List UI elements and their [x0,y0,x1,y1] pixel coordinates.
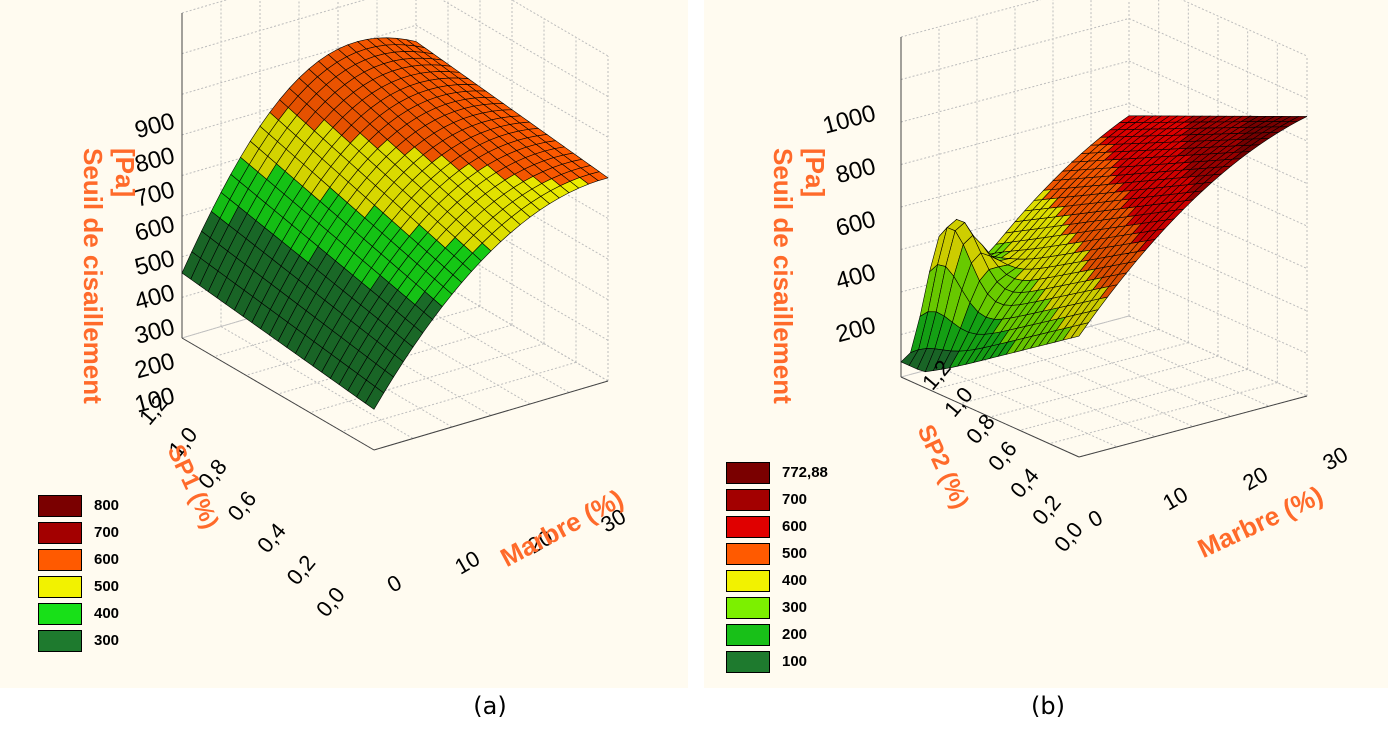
legend-entry: 600 [726,513,828,540]
legend-label: 600 [782,518,808,535]
legend-swatch [726,542,770,565]
surface-patch [1070,322,1090,339]
z-tick-label: 300 [132,314,178,350]
z-axis-title: Seuil de cisaillement[Pa] [768,148,830,404]
z-tick-label: 1000 [820,100,879,140]
legend-swatch [726,569,770,592]
legend-swatch [38,494,82,517]
legend-swatch [726,650,770,673]
z-tick-label: 400 [833,259,879,295]
surface-plot-a: 9008007006005004003002001001,21,00,80,60… [78,0,630,622]
legend-label: 400 [94,605,120,622]
legend-entry: 700 [726,486,828,513]
x-tick-label: 30 [1318,442,1352,476]
y-tick-label: 1,0 [939,382,978,422]
x-tick-label: 20 [1238,462,1272,496]
legend-swatch [726,596,770,619]
y-tick-label: 0,8 [961,409,1000,449]
panel-caption-a: (a) [473,692,507,720]
legend-swatch [38,602,82,625]
surface-mesh [181,37,609,410]
legend-entry: 600 [38,546,119,573]
legend-a: 800 700 600 500 400 300 [38,492,119,654]
panel-caption-b: (b) [1031,692,1065,720]
legend-entry: 800 [38,492,119,519]
legend-swatch [38,521,82,544]
legend-label: 500 [782,545,808,562]
legend-label: 500 [94,578,120,595]
legend-entry: 400 [38,600,119,627]
legend-swatch [38,629,82,652]
legend-label: 300 [782,599,808,616]
z-tick-label: 600 [833,206,879,242]
legend-swatch [726,488,770,511]
z-axis-title: Seuil de cisaillement[Pa] [78,148,140,404]
legend-label: 400 [782,572,808,589]
z-tick-label: 400 [132,279,178,315]
y-tick-label: 0,6 [223,486,262,526]
legend-swatch [726,623,770,646]
axis-frame [900,37,1308,458]
x-axis-title: Marbre (%) [1193,480,1327,564]
legend-entry: 772,88 [726,459,828,486]
legend-swatch [726,461,770,484]
surface-mesh [900,115,1308,373]
surface-plot-b: 10008006004002001,21,00,80,60,40,20,0010… [768,0,1352,564]
legend-label: 100 [782,653,808,670]
y-tick-label: 0,0 [1049,517,1088,557]
legend-label: 700 [94,524,120,541]
x-tick-label: 0 [383,570,406,598]
z-tick-label: 900 [132,108,178,144]
legend-entry: 400 [726,567,828,594]
legend-label: 300 [94,632,120,649]
legend-label: 772,88 [782,464,828,481]
legend-entry: 500 [38,573,119,600]
y-tick-label: 0,2 [1027,490,1066,530]
chart-panel-b: 1000 800 600 400 200 1,2 1,0 0,8 0,6 0,4 0,2 0,0 0 10… [704,0,1388,688]
legend-entry: 100 [726,648,828,675]
y-tick-label: 0,2 [282,550,321,590]
legend-entry: 300 [38,627,119,654]
legend-entry: 500 [726,540,828,567]
z-tick-label: 800 [833,153,879,189]
legend-entry: 200 [726,621,828,648]
z-tick-label: 600 [132,211,178,247]
legend-swatch [726,515,770,538]
z-tick-label: 200 [132,348,178,384]
legend-entry: 300 [726,594,828,621]
z-tick-label: 200 [833,312,879,348]
y-tick-label: 0,4 [252,518,291,558]
chart-panel-a: 900 800 700 600 500 400 300 200 100 1,2 1,0 0,8 0,6 0… [0,0,688,688]
legend-label: 600 [94,551,120,568]
legend-label: 700 [782,491,808,508]
x-tick-label: 10 [450,546,484,580]
x-tick-label: 0 [1084,505,1107,533]
legend-label: 800 [94,497,120,514]
surface-patch [364,386,385,410]
y-tick-label: 0,6 [983,436,1022,476]
z-tick-label: 500 [132,245,178,281]
legend-b: 772,88 700 600 500 400 300 200 100 [726,459,828,675]
y-tick-label: 0,4 [1005,463,1044,503]
x-tick-label: 10 [1158,482,1192,516]
legend-swatch [38,575,82,598]
y-tick-label: 0,0 [311,582,350,622]
axis-frame [181,13,609,451]
legend-label: 200 [782,626,808,643]
legend-swatch [38,548,82,571]
legend-entry: 700 [38,519,119,546]
